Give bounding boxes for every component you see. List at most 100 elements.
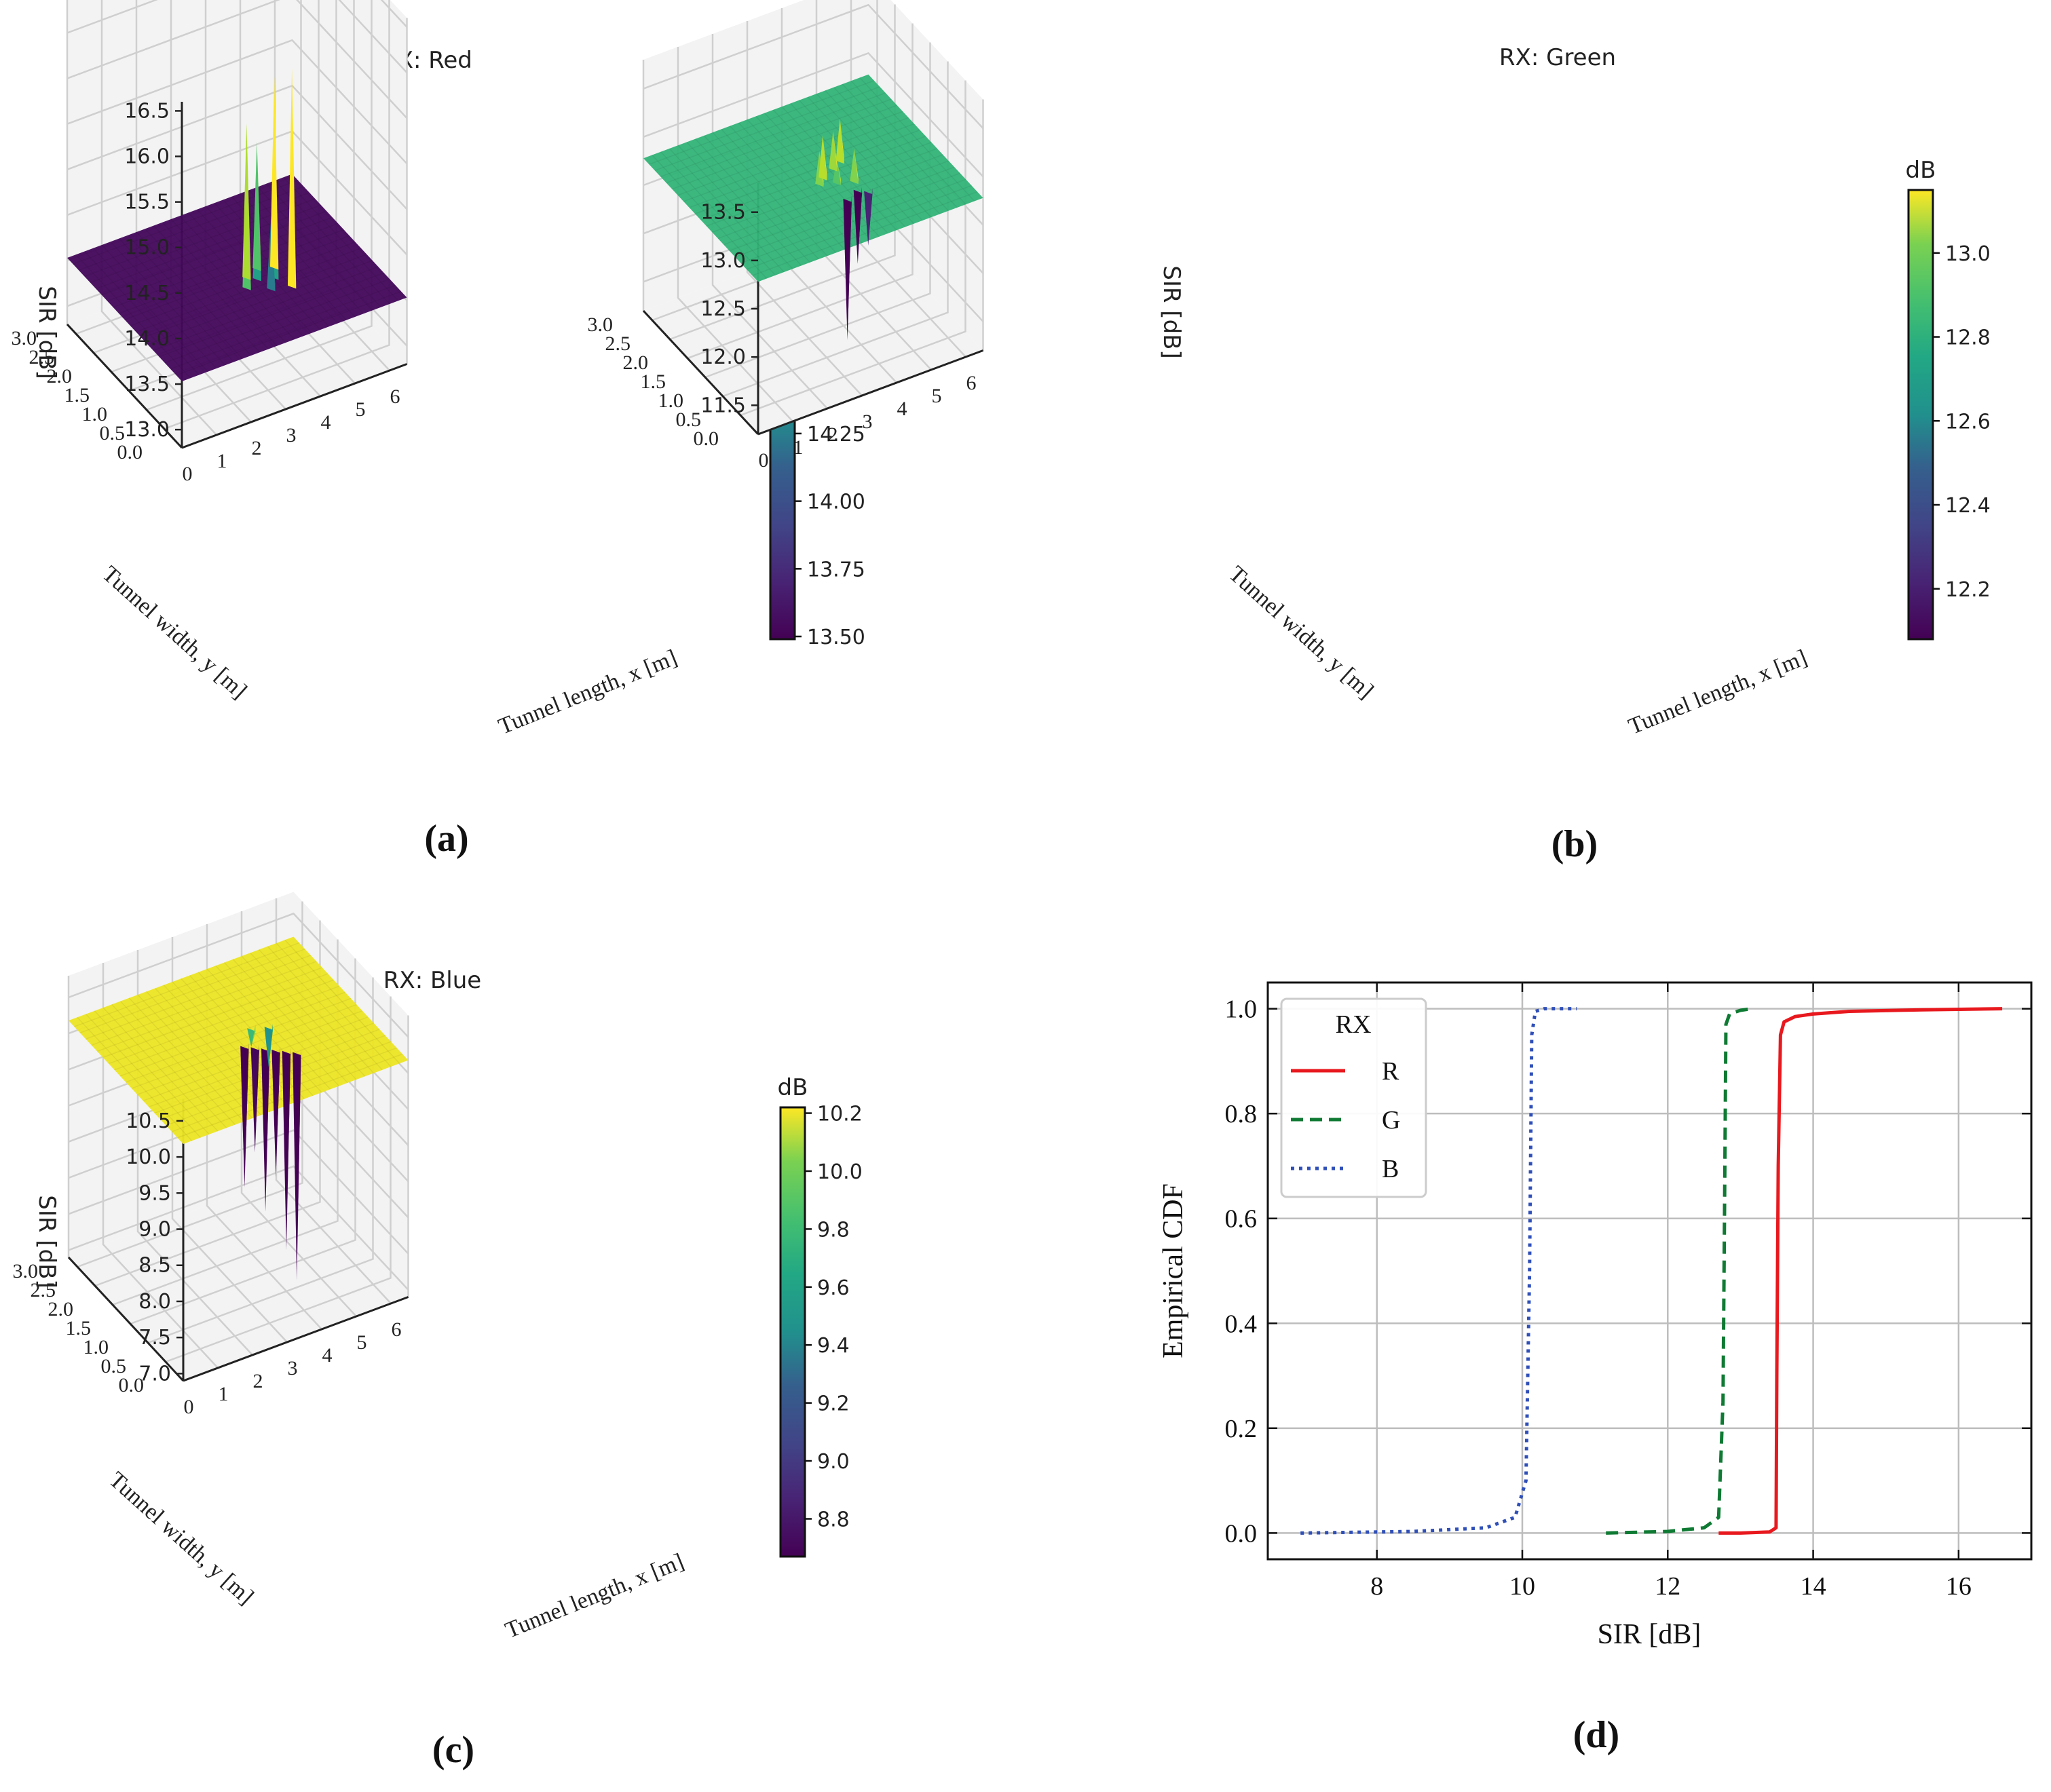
y-axis-line: [66, 323, 183, 449]
surface-mesh-line: [686, 141, 802, 266]
x-tick-label: 6: [966, 372, 977, 394]
panel-a-y-label: Tunnel width, y [m]: [97, 561, 251, 704]
surface-mesh-line: [859, 77, 975, 202]
grid-y-line: [687, 23, 914, 360]
surface-mesh-line: [96, 967, 323, 1052]
legend-title: RX: [1336, 1010, 1372, 1039]
grid-z-line: [67, 0, 408, 119]
panel-c-z-label: SIR [dB]: [33, 1195, 60, 1288]
surface-mesh-line: [721, 128, 837, 253]
surface-peak: [864, 191, 873, 246]
panel-c-title: RX: Blue: [383, 967, 481, 994]
surface-mesh-line: [740, 178, 966, 264]
x-tick-label: 3: [286, 424, 297, 446]
surface-mesh-line: [110, 241, 226, 366]
surface-mesh-line: [798, 100, 915, 225]
surface-peak: [247, 1028, 256, 1047]
surface-mesh-line: [111, 1004, 227, 1128]
surface-mesh-line: [265, 183, 381, 308]
surface-mesh-line: [248, 189, 364, 314]
surface-mesh-line: [83, 251, 200, 376]
surface-mesh-line: [147, 260, 373, 345]
z-tick-label: 9.0: [138, 1218, 171, 1242]
surface-mesh-line: [729, 126, 846, 250]
surface-mesh-line: [781, 106, 897, 231]
x-tick-label: 4: [322, 1344, 333, 1367]
floor-pane: [643, 227, 983, 434]
surface-peak: [261, 1048, 270, 1212]
y-tick-label: 1.0: [1225, 995, 1258, 1024]
surface-mesh-line: [127, 235, 243, 360]
panel-c-peaks: [240, 1023, 301, 1280]
surface-mesh-line: [258, 949, 375, 1073]
colorbar-tick-label: 12.8: [1945, 326, 1991, 350]
surface-mesh-line: [163, 985, 279, 1109]
surface-peak: [240, 1046, 249, 1187]
surface-mesh-line: [113, 223, 339, 308]
y-tick-label: 2.0: [623, 351, 649, 374]
colorbar-label: dB: [778, 1074, 808, 1101]
grid-z-line: [68, 912, 409, 1038]
colorbar-tick-label: 10.0: [817, 1160, 863, 1184]
legend-box: [1280, 997, 1427, 1198]
surface-mesh-line: [755, 115, 871, 240]
surface-mesh-line: [738, 122, 854, 247]
z-tick-label: 12.5: [700, 297, 746, 321]
surface-peak: [264, 1027, 273, 1067]
x-tick-label: 4: [897, 398, 907, 420]
z-tick-label: 13.5: [700, 201, 746, 225]
surface-mesh-line: [73, 179, 299, 265]
surface-mesh-line: [131, 1004, 357, 1089]
surface-peak: [847, 195, 852, 341]
x-tick-label: 5: [356, 398, 366, 421]
surface-mesh-line: [222, 199, 339, 324]
surface-peak: [843, 199, 852, 341]
x-tick-label: 1: [217, 450, 227, 472]
surface-mesh-line: [689, 123, 915, 208]
surface-peak: [286, 1048, 291, 1251]
surface-mesh-line: [206, 968, 322, 1093]
surface-mesh-line: [816, 93, 932, 218]
surface-mesh-line: [119, 991, 345, 1077]
y-tick-label: 1.0: [83, 1336, 109, 1358]
colorbar-tick-label: 8.8: [817, 1508, 850, 1531]
y-tick-label: 1.5: [64, 384, 90, 406]
grid-x-line: [677, 47, 793, 422]
surface-peak: [246, 123, 251, 280]
colorbar-tick-label: 12.2: [1945, 578, 1991, 602]
surface-mesh-line: [75, 254, 191, 379]
z-tick-label: 12.0: [700, 345, 746, 369]
x-tick-label: 0: [183, 463, 193, 485]
surface-peak: [242, 123, 251, 280]
z-tick-label: 9.5: [138, 1181, 171, 1205]
colorbar-tick-label: 12.6: [1945, 410, 1991, 434]
x-tick-label: 1: [793, 436, 804, 459]
surface-peak: [251, 1025, 256, 1047]
y-tick-label: 2.0: [48, 1298, 74, 1320]
surface-mesh-line: [74, 942, 300, 1027]
surface-plateau: [69, 936, 409, 1144]
z-tick-label: 14.5: [124, 282, 170, 305]
surface-peak: [274, 76, 279, 270]
panel-d-x-label: SIR [dB]: [1598, 1619, 1701, 1650]
x-tick-label: 12: [1655, 1572, 1680, 1601]
surface-mesh-line: [250, 952, 366, 1077]
z-tick-label: 10.5: [126, 1109, 171, 1133]
surface-mesh-line: [158, 272, 384, 358]
surface-mesh-line: [164, 278, 390, 364]
surface-plateau: [643, 74, 983, 282]
panel-a-peaks: [242, 68, 297, 292]
surface-peak: [265, 1045, 270, 1212]
z-tick-label: 8.5: [138, 1254, 171, 1278]
surface-peak: [244, 1043, 249, 1187]
panel-d-series: [1300, 1007, 2003, 1535]
y-tick-label: 0.0: [694, 427, 719, 450]
surface-mesh-line: [108, 979, 334, 1065]
legend-label-G: G: [1382, 1106, 1400, 1135]
surface-mesh-line: [677, 145, 793, 269]
grid-y-line: [740, 80, 966, 417]
surface-mesh-line: [79, 948, 305, 1033]
surface-mesh-line: [94, 1010, 210, 1135]
surface-peak: [293, 1052, 301, 1280]
surface-peak: [288, 68, 297, 289]
